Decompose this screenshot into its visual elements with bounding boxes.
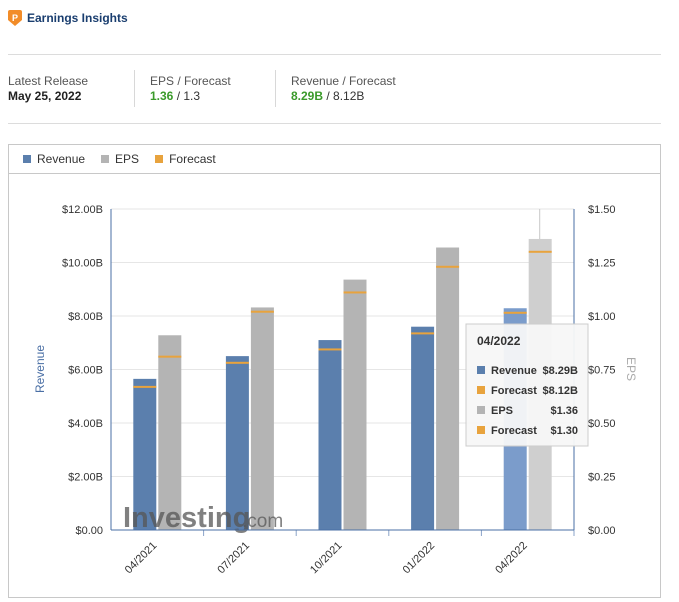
y-tick-label: $8.00B [68,311,103,323]
y-tick-label: $10.00B [62,258,103,270]
legend-item-eps[interactable]: EPS [101,152,139,166]
y2-tick-label: $0.25 [588,472,616,484]
eps-actual: 1.36 [150,89,174,103]
watermark-suffix: .com [242,511,283,532]
y2-tick-label: $1.50 [588,204,616,216]
header-divider [8,54,661,55]
revenue-forecast-marker [225,361,249,364]
tooltip-swatch [477,406,485,414]
earnings-header: P Earnings Insights [8,8,128,28]
stats-divider [8,123,661,124]
eps-forecast: / 1.3 [173,89,201,103]
revenue-forecast: / 8.12B [323,89,365,103]
latest-release-label: Latest Release [8,74,89,88]
revenue-bar [411,326,435,530]
watermark-brand: Investing [123,502,250,534]
legend-swatch-revenue [23,155,31,163]
chart-legend: Revenue EPS Forecast [9,145,660,174]
tooltip-row-label: Revenue [491,365,537,377]
eps-forecast-marker [343,291,367,294]
x-tick-label: 07/2021 [215,540,252,577]
y2-tick-label: $0.00 [588,525,616,537]
eps-bar [250,307,274,530]
tooltip-swatch [477,386,485,394]
x-tick-label: 04/2022 [493,540,530,577]
revenue-forecast-marker [133,385,157,388]
y2-axis-title: EPS [624,357,638,381]
legend-label-eps: EPS [115,152,140,166]
stat-divider [275,70,276,107]
x-tick-label: 10/2021 [308,540,345,577]
eps-forecast-marker [158,355,182,358]
tooltip-row-value: $1.36 [550,405,578,417]
y2-tick-label: $1.00 [588,311,616,323]
revenue-forecast-marker [318,348,342,351]
tooltip-row-value: $1.30 [550,425,578,437]
legend-swatch-eps [101,155,110,163]
tooltip-row-label: Forecast [491,425,537,437]
earnings-chart-panel: Revenue EPS Forecast Investing .com $0.0… [8,144,661,598]
y-tick-label: $2.00B [68,472,103,484]
data-tooltip: 04/2022 Revenue $8.29B Forecast $8.12B EPS $1.… [465,323,589,447]
eps-bar [158,335,182,530]
tooltip-row-label: Forecast [491,385,537,397]
legend-item-revenue[interactable]: Revenue [23,152,85,166]
revenue-stat: Revenue / Forecast 8.29B / 8.12B [291,74,396,104]
y2-tick-label: $0.50 [588,418,616,430]
x-tick-label: 01/2022 [401,540,438,577]
legend-swatch-forecast [155,155,164,163]
latest-release-value: May 25, 2022 [8,89,82,103]
stat-divider [134,70,135,107]
eps-bar [436,247,460,530]
x-tick-label: 04/2021 [123,540,160,577]
tooltip-row-label: EPS [491,405,513,417]
eps-forecast-marker [528,250,552,253]
bars [133,238,552,530]
y-tick-label: $6.00B [68,365,103,377]
investing-watermark: Investing .com [123,502,283,534]
eps-stat: EPS / Forecast 1.36 / 1.3 [150,74,231,104]
revenue-bar [133,378,157,530]
revenue-label: Revenue / Forecast [291,74,396,88]
revenue-actual: 8.29B [291,89,324,103]
svg-text:P: P [12,13,18,23]
revenue-bar [225,356,249,530]
tooltip-row-value: $8.29B [543,365,579,377]
earnings-bar-chart: Investing .com $0.00 $0.00 $2.00B $0.25 $4.0… [33,204,638,577]
page-title: Earnings Insights [27,11,128,25]
y-axis-title: Revenue [33,345,47,393]
y2-tick-label: $1.25 [588,258,616,270]
revenue-forecast-marker [503,311,527,314]
tooltip-box [465,323,589,447]
y-tick-label: $4.00B [68,418,103,430]
y-tick-label: $12.00B [62,204,103,216]
tooltip-swatch [477,426,485,434]
eps-bar [343,279,367,530]
investing-logo-icon: P [8,10,22,26]
tooltip-title: 04/2022 [477,334,521,348]
y2-tick-label: $0.75 [588,365,616,377]
legend-label-forecast: Forecast [169,152,216,166]
latest-release-stat: Latest Release May 25, 2022 [8,74,88,104]
revenue-forecast-marker [411,332,435,335]
tooltip-swatch [477,366,485,374]
eps-forecast-marker [250,310,274,313]
y-tick-label: $0.00 [75,525,103,537]
eps-forecast-marker [436,265,460,268]
tooltip-row-value: $8.12B [543,385,579,397]
eps-label: EPS / Forecast [150,74,231,88]
legend-item-forecast[interactable]: Forecast [155,152,216,166]
revenue-bar [318,340,342,530]
legend-label-revenue: Revenue [37,152,86,166]
